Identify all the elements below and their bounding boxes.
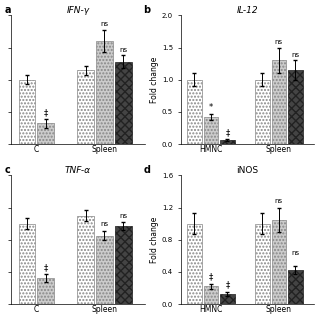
Title: TNF-α: TNF-α (65, 165, 91, 174)
Bar (115, 226, 132, 304)
Text: ‡: ‡ (209, 273, 213, 282)
Bar (204, 117, 218, 144)
Bar (187, 80, 202, 144)
Bar (115, 62, 132, 144)
Text: ns: ns (119, 213, 127, 219)
Text: ‡: ‡ (225, 281, 229, 290)
Bar (77, 70, 94, 144)
Y-axis label: Fold change: Fold change (150, 57, 159, 103)
Text: ns: ns (291, 52, 300, 58)
Bar (255, 80, 270, 144)
Text: a: a (4, 5, 11, 15)
Bar (255, 224, 270, 304)
Title: iNOS: iNOS (236, 165, 259, 174)
Text: d: d (143, 165, 150, 175)
Bar (220, 293, 235, 304)
Text: ns: ns (119, 47, 127, 53)
Bar (271, 60, 286, 144)
Bar (96, 236, 113, 304)
Text: ns: ns (291, 250, 300, 256)
Title: IFN-γ: IFN-γ (67, 5, 90, 14)
Bar (187, 224, 202, 304)
Text: b: b (143, 5, 150, 15)
Bar (37, 124, 54, 144)
Bar (19, 80, 35, 144)
Text: ‡: ‡ (225, 128, 229, 137)
Bar (288, 70, 303, 144)
Bar (37, 278, 54, 304)
Bar (220, 140, 235, 144)
Text: ‡: ‡ (44, 108, 48, 117)
Bar (77, 216, 94, 304)
Text: ‡: ‡ (44, 263, 48, 272)
Bar (19, 224, 35, 304)
Title: IL-12: IL-12 (237, 5, 258, 14)
Bar (271, 220, 286, 304)
Bar (96, 41, 113, 144)
Text: ns: ns (100, 21, 108, 27)
Text: ns: ns (275, 39, 283, 45)
Text: c: c (4, 165, 10, 175)
Text: ns: ns (275, 198, 283, 204)
Text: *: * (209, 103, 213, 112)
Bar (288, 270, 303, 304)
Text: ns: ns (100, 221, 108, 227)
Bar (204, 286, 218, 304)
Y-axis label: Fold change: Fold change (150, 217, 159, 263)
